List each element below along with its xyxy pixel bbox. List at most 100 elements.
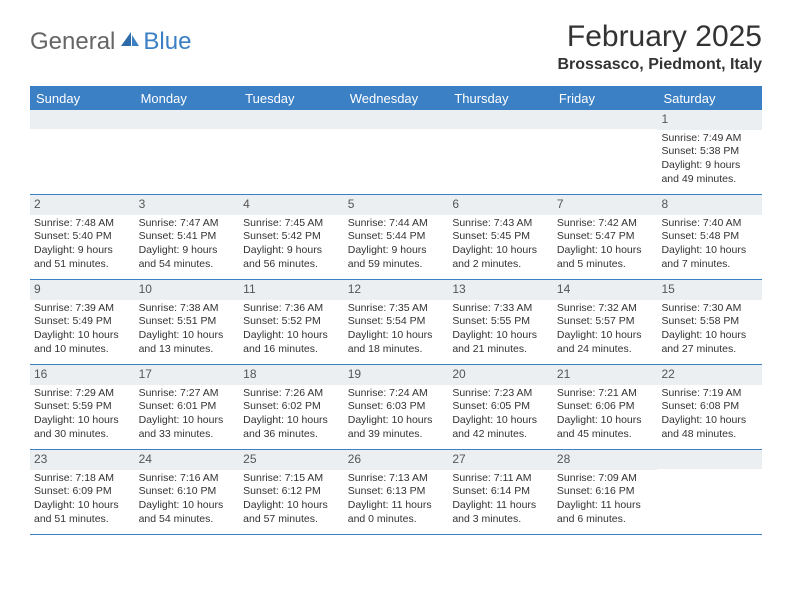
day-number: 17 bbox=[135, 365, 240, 385]
day-cell bbox=[448, 110, 553, 194]
sunrise-text: Sunrise: 7:49 AM bbox=[661, 132, 758, 146]
day-content: Sunrise: 7:18 AMSunset: 6:09 PMDaylight:… bbox=[30, 470, 135, 531]
sunset-text: Sunset: 6:02 PM bbox=[243, 400, 340, 414]
sunset-text: Sunset: 5:58 PM bbox=[661, 315, 758, 329]
daylight-text: Daylight: 10 hours and 48 minutes. bbox=[661, 414, 758, 441]
sunset-text: Sunset: 6:06 PM bbox=[557, 400, 654, 414]
daylight-text: Daylight: 10 hours and 33 minutes. bbox=[139, 414, 236, 441]
daylight-text: Daylight: 11 hours and 6 minutes. bbox=[557, 499, 654, 526]
day-number: 1 bbox=[657, 110, 762, 130]
day-cell bbox=[239, 110, 344, 194]
daylight-text: Daylight: 10 hours and 13 minutes. bbox=[139, 329, 236, 356]
day-number: 6 bbox=[448, 195, 553, 215]
day-content: Sunrise: 7:27 AMSunset: 6:01 PMDaylight:… bbox=[135, 385, 240, 446]
day-cell: 16Sunrise: 7:29 AMSunset: 5:59 PMDayligh… bbox=[30, 365, 135, 449]
week-row: 1Sunrise: 7:49 AMSunset: 5:38 PMDaylight… bbox=[30, 110, 762, 195]
daylight-text: Daylight: 10 hours and 24 minutes. bbox=[557, 329, 654, 356]
day-number: 20 bbox=[448, 365, 553, 385]
sunset-text: Sunset: 5:44 PM bbox=[348, 230, 445, 244]
day-cell: 26Sunrise: 7:13 AMSunset: 6:13 PMDayligh… bbox=[344, 450, 449, 534]
day-content: Sunrise: 7:09 AMSunset: 6:16 PMDaylight:… bbox=[553, 470, 658, 531]
weekday-wednesday: Wednesday bbox=[344, 87, 449, 110]
sunrise-text: Sunrise: 7:30 AM bbox=[661, 302, 758, 316]
weekday-thursday: Thursday bbox=[448, 87, 553, 110]
sunset-text: Sunset: 5:52 PM bbox=[243, 315, 340, 329]
sunset-text: Sunset: 5:45 PM bbox=[452, 230, 549, 244]
day-content: Sunrise: 7:36 AMSunset: 5:52 PMDaylight:… bbox=[239, 300, 344, 361]
day-number: 23 bbox=[30, 450, 135, 470]
daylight-text: Daylight: 10 hours and 27 minutes. bbox=[661, 329, 758, 356]
sunset-text: Sunset: 6:05 PM bbox=[452, 400, 549, 414]
calendar: Sunday Monday Tuesday Wednesday Thursday… bbox=[30, 86, 762, 535]
sunrise-text: Sunrise: 7:13 AM bbox=[348, 472, 445, 486]
daylight-text: Daylight: 11 hours and 0 minutes. bbox=[348, 499, 445, 526]
day-number: 16 bbox=[30, 365, 135, 385]
day-number-empty bbox=[657, 450, 762, 469]
day-content: Sunrise: 7:13 AMSunset: 6:13 PMDaylight:… bbox=[344, 470, 449, 531]
day-content: Sunrise: 7:49 AMSunset: 5:38 PMDaylight:… bbox=[657, 130, 762, 191]
day-number: 7 bbox=[553, 195, 658, 215]
sunrise-text: Sunrise: 7:33 AM bbox=[452, 302, 549, 316]
day-number: 10 bbox=[135, 280, 240, 300]
sunrise-text: Sunrise: 7:38 AM bbox=[139, 302, 236, 316]
day-cell: 15Sunrise: 7:30 AMSunset: 5:58 PMDayligh… bbox=[657, 280, 762, 364]
sunrise-text: Sunrise: 7:39 AM bbox=[34, 302, 131, 316]
day-content: Sunrise: 7:21 AMSunset: 6:06 PMDaylight:… bbox=[553, 385, 658, 446]
day-content: Sunrise: 7:15 AMSunset: 6:12 PMDaylight:… bbox=[239, 470, 344, 531]
day-cell bbox=[657, 450, 762, 534]
day-number: 13 bbox=[448, 280, 553, 300]
day-cell: 25Sunrise: 7:15 AMSunset: 6:12 PMDayligh… bbox=[239, 450, 344, 534]
sunset-text: Sunset: 6:09 PM bbox=[34, 485, 131, 499]
daylight-text: Daylight: 9 hours and 49 minutes. bbox=[661, 159, 758, 186]
daylight-text: Daylight: 11 hours and 3 minutes. bbox=[452, 499, 549, 526]
day-content: Sunrise: 7:30 AMSunset: 5:58 PMDaylight:… bbox=[657, 300, 762, 361]
sunset-text: Sunset: 6:16 PM bbox=[557, 485, 654, 499]
day-cell: 10Sunrise: 7:38 AMSunset: 5:51 PMDayligh… bbox=[135, 280, 240, 364]
day-number: 27 bbox=[448, 450, 553, 470]
sunrise-text: Sunrise: 7:44 AM bbox=[348, 217, 445, 231]
sunrise-text: Sunrise: 7:40 AM bbox=[661, 217, 758, 231]
sunrise-text: Sunrise: 7:42 AM bbox=[557, 217, 654, 231]
sunrise-text: Sunrise: 7:18 AM bbox=[34, 472, 131, 486]
daylight-text: Daylight: 10 hours and 42 minutes. bbox=[452, 414, 549, 441]
sunrise-text: Sunrise: 7:24 AM bbox=[348, 387, 445, 401]
sunset-text: Sunset: 6:12 PM bbox=[243, 485, 340, 499]
day-number-empty bbox=[344, 110, 449, 129]
day-content: Sunrise: 7:33 AMSunset: 5:55 PMDaylight:… bbox=[448, 300, 553, 361]
day-content: Sunrise: 7:47 AMSunset: 5:41 PMDaylight:… bbox=[135, 215, 240, 276]
day-number: 12 bbox=[344, 280, 449, 300]
day-number: 8 bbox=[657, 195, 762, 215]
sunset-text: Sunset: 6:13 PM bbox=[348, 485, 445, 499]
sunrise-text: Sunrise: 7:43 AM bbox=[452, 217, 549, 231]
day-cell: 23Sunrise: 7:18 AMSunset: 6:09 PMDayligh… bbox=[30, 450, 135, 534]
day-cell: 13Sunrise: 7:33 AMSunset: 5:55 PMDayligh… bbox=[448, 280, 553, 364]
daylight-text: Daylight: 10 hours and 21 minutes. bbox=[452, 329, 549, 356]
sunrise-text: Sunrise: 7:21 AM bbox=[557, 387, 654, 401]
daylight-text: Daylight: 9 hours and 54 minutes. bbox=[139, 244, 236, 271]
day-cell: 3Sunrise: 7:47 AMSunset: 5:41 PMDaylight… bbox=[135, 195, 240, 279]
day-cell bbox=[553, 110, 658, 194]
day-cell: 20Sunrise: 7:23 AMSunset: 6:05 PMDayligh… bbox=[448, 365, 553, 449]
weekday-sunday: Sunday bbox=[30, 87, 135, 110]
day-number: 18 bbox=[239, 365, 344, 385]
sunrise-text: Sunrise: 7:47 AM bbox=[139, 217, 236, 231]
day-content: Sunrise: 7:42 AMSunset: 5:47 PMDaylight:… bbox=[553, 215, 658, 276]
logo-sail-icon bbox=[119, 30, 141, 48]
sunrise-text: Sunrise: 7:29 AM bbox=[34, 387, 131, 401]
day-content: Sunrise: 7:44 AMSunset: 5:44 PMDaylight:… bbox=[344, 215, 449, 276]
day-cell: 7Sunrise: 7:42 AMSunset: 5:47 PMDaylight… bbox=[553, 195, 658, 279]
sunrise-text: Sunrise: 7:26 AM bbox=[243, 387, 340, 401]
sunset-text: Sunset: 5:38 PM bbox=[661, 145, 758, 159]
daylight-text: Daylight: 10 hours and 7 minutes. bbox=[661, 244, 758, 271]
weekday-tuesday: Tuesday bbox=[239, 87, 344, 110]
day-number: 25 bbox=[239, 450, 344, 470]
logo: General Blue bbox=[30, 28, 191, 56]
day-cell: 2Sunrise: 7:48 AMSunset: 5:40 PMDaylight… bbox=[30, 195, 135, 279]
day-content: Sunrise: 7:45 AMSunset: 5:42 PMDaylight:… bbox=[239, 215, 344, 276]
daylight-text: Daylight: 9 hours and 56 minutes. bbox=[243, 244, 340, 271]
daylight-text: Daylight: 9 hours and 59 minutes. bbox=[348, 244, 445, 271]
sunset-text: Sunset: 6:01 PM bbox=[139, 400, 236, 414]
day-number: 22 bbox=[657, 365, 762, 385]
sunset-text: Sunset: 6:03 PM bbox=[348, 400, 445, 414]
daylight-text: Daylight: 10 hours and 30 minutes. bbox=[34, 414, 131, 441]
